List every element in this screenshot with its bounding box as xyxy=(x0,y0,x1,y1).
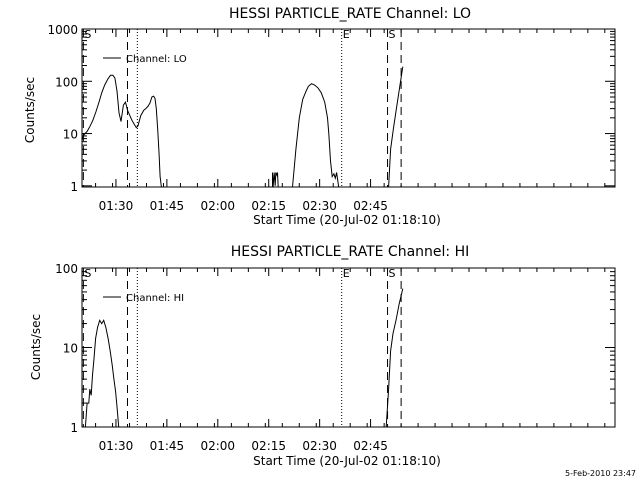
x-axis-label: Start Time (20-Jul-02 01:18:10) xyxy=(253,454,441,468)
series-line xyxy=(388,66,404,188)
panel-lo: HESSI PARTICLE_RATE Channel: LO Start Ti… xyxy=(23,6,616,227)
panel-hi: HESSI PARTICLE_RATE Channel: HI Start Ti… xyxy=(29,244,616,468)
legend-entry: Channel: LO xyxy=(126,54,187,65)
plot-frame xyxy=(81,28,616,188)
series-line xyxy=(292,83,340,188)
x-tick-label: 02:30 xyxy=(302,439,337,453)
x-tick-label: 02:15 xyxy=(251,199,286,213)
series-line xyxy=(81,74,162,188)
y-tick-label: 100 xyxy=(55,75,78,89)
event-marker-label: S xyxy=(84,28,91,41)
plot-frame xyxy=(81,267,616,428)
x-tick-label: 01:45 xyxy=(150,199,185,213)
y-tick-label: 10 xyxy=(63,128,78,142)
series-line xyxy=(385,288,404,428)
x-tick-label: 02:45 xyxy=(353,199,388,213)
x-tick-label: 01:30 xyxy=(99,199,134,213)
x-tick-label: 02:45 xyxy=(353,439,388,453)
x-axis-label: Start Time (20-Jul-02 01:18:10) xyxy=(253,213,441,227)
event-marker-label: E xyxy=(343,267,350,280)
y-tick-label: 1000 xyxy=(47,23,78,37)
y-tick-label: 10 xyxy=(63,342,78,356)
chart-title: HESSI PARTICLE_RATE Channel: LO xyxy=(229,6,471,22)
footer-timestamp: 5-Feb-2010 23:47 xyxy=(565,469,636,478)
event-marker-label: E xyxy=(343,28,350,41)
series-line xyxy=(84,319,120,428)
y-tick-label: 1 xyxy=(70,421,78,435)
y-tick-label: 100 xyxy=(55,262,78,276)
x-tick-label: 02:00 xyxy=(200,199,235,213)
event-marker-label: S xyxy=(389,267,396,280)
y-tick-label: 1 xyxy=(70,180,78,194)
chart-title: HESSI PARTICLE_RATE Channel: HI xyxy=(231,244,469,260)
y-axis-label: Counts/sec xyxy=(29,314,43,380)
event-marker-label: S xyxy=(389,28,396,41)
legend-entry: Channel: HI xyxy=(126,293,184,304)
x-tick-label: 02:15 xyxy=(251,439,286,453)
x-tick-label: 01:30 xyxy=(99,439,134,453)
series-line xyxy=(272,172,279,188)
x-tick-label: 01:45 xyxy=(150,439,185,453)
x-tick-label: 02:30 xyxy=(302,199,337,213)
event-marker-label: S xyxy=(84,267,91,280)
x-tick-label: 02:00 xyxy=(200,439,235,453)
y-axis-label: Counts/sec xyxy=(23,77,37,143)
